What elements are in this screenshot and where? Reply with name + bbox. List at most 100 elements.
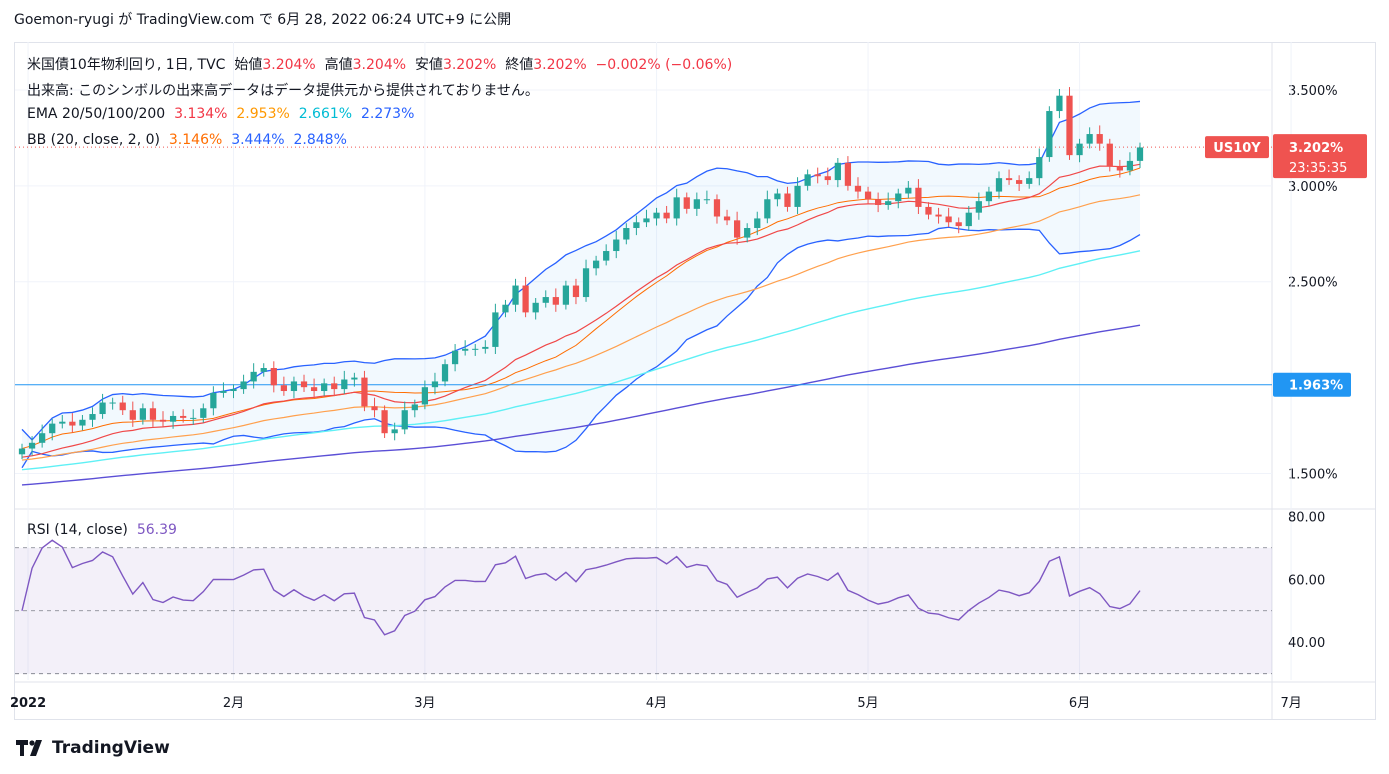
rsi-tick-label: 40.00 [1288,636,1325,651]
price-tick-label: 3.000% [1288,180,1338,195]
candle-body [1116,166,1123,171]
legend-ema[interactable]: EMA 20/50/100/200 3.134% 2.953% 2.661% 2… [27,106,414,122]
time-axis-label: 6月 [1069,696,1090,711]
candle-body [462,348,469,351]
candle-body [220,391,227,393]
candle-body [1005,178,1013,181]
candle-body [1066,95,1073,156]
candle-body [159,419,167,422]
candle-body [703,199,711,201]
candle-body [905,187,912,194]
candle-body [502,304,509,313]
legend-open: 3.204% [262,57,316,73]
bb-basis-line [21,167,1141,450]
candle-body [764,199,771,219]
legend-high-label: 高値 [324,57,353,73]
candle-body [391,429,398,434]
ema100-line [21,250,1141,471]
bb-upper-value: 3.444% [231,132,285,148]
legend-ohlc-line: 米国債10年物利回り, 1日, TVC 始値3.204% 高値3.204% 安値… [27,54,732,74]
candle-body [965,212,972,227]
candle-body [985,191,993,202]
ema50-line [21,194,1141,461]
rsi-tick-label: 80.00 [1288,510,1325,525]
candle-body [955,222,962,227]
candle-body [1026,178,1033,184]
legend-close-label: 終値 [505,57,534,73]
candle-body [1036,157,1043,179]
time-axis-label: 3月 [414,696,435,711]
ema-label: EMA 20/50/100/200 [27,106,166,122]
candle-body [744,228,751,238]
candle-body [653,212,660,219]
candle-body [1126,160,1134,171]
candle-body [59,421,66,424]
candle-body [794,185,801,207]
legend-symbol[interactable]: 米国債10年物利回り, 1日, TVC [27,57,226,73]
legend-change: −0.002% (−0.06%) [595,57,733,73]
candle-body [371,406,378,411]
candle-body [683,197,690,209]
candle-body [774,193,781,200]
candle-body [270,368,277,386]
candle-body [854,185,862,192]
candle-body [492,312,499,347]
ema200-line [21,324,1141,486]
candle-body [613,239,620,252]
candle-body [733,220,741,238]
candle-body [562,285,570,305]
candle-body [441,364,449,382]
candle-body [834,162,841,181]
candle-body [995,178,1003,192]
candle-body [331,383,338,390]
candle-body [864,191,872,200]
time-axis-label: 4月 [646,696,667,711]
candle-body [49,423,56,434]
candle-body [1096,134,1103,144]
candle-body [290,381,298,392]
candle-body [149,408,157,420]
candle-body [814,174,821,177]
candle-body [784,193,791,207]
candle-body [875,199,882,206]
legend-rsi[interactable]: RSI (14, close) 56.39 [27,522,177,538]
rsi-line [21,539,1141,636]
candle-body [139,408,146,420]
candle-body [310,387,318,392]
symbol-badge-label: US10Y [1213,141,1261,156]
candle-body [844,162,852,186]
candle-body [512,285,519,305]
candle-body [109,402,116,404]
candle-body [351,377,358,380]
price-tick-label: 2.500% [1288,276,1338,291]
candle-body [532,302,539,313]
ema20-value: 3.134% [174,106,228,122]
candle-body [129,410,136,420]
candle-body [1056,95,1063,112]
rsi-value: 56.39 [136,522,177,538]
candle-body [975,201,982,213]
candle-body [572,285,580,298]
candle-body [1016,180,1023,184]
candle-body [119,402,126,411]
candle-body [713,199,721,217]
candle-body [885,201,892,206]
candle-body [804,174,811,186]
rsi-tick-label: 60.00 [1288,573,1325,588]
candle-body [69,421,76,426]
last-price-label: 3.202% [1289,141,1343,156]
footer-brand-label: TradingView [52,738,170,758]
ema20-line [21,163,1141,458]
candle-body [542,297,549,303]
legend-bb[interactable]: BB (20, close, 2, 0) 3.146% 3.444% 2.848… [27,132,347,148]
symbol-badge [1205,136,1269,159]
candle-body [915,187,922,207]
price-tick-label: 1.500% [1288,467,1338,482]
candle-body [673,197,680,219]
bb-label: BB (20, close, 2, 0) [27,132,160,148]
candle-body [18,448,26,455]
bb-basis-value: 3.146% [168,132,223,148]
candle-body [79,419,86,426]
footer-brand[interactable]: TradingView [16,738,170,758]
